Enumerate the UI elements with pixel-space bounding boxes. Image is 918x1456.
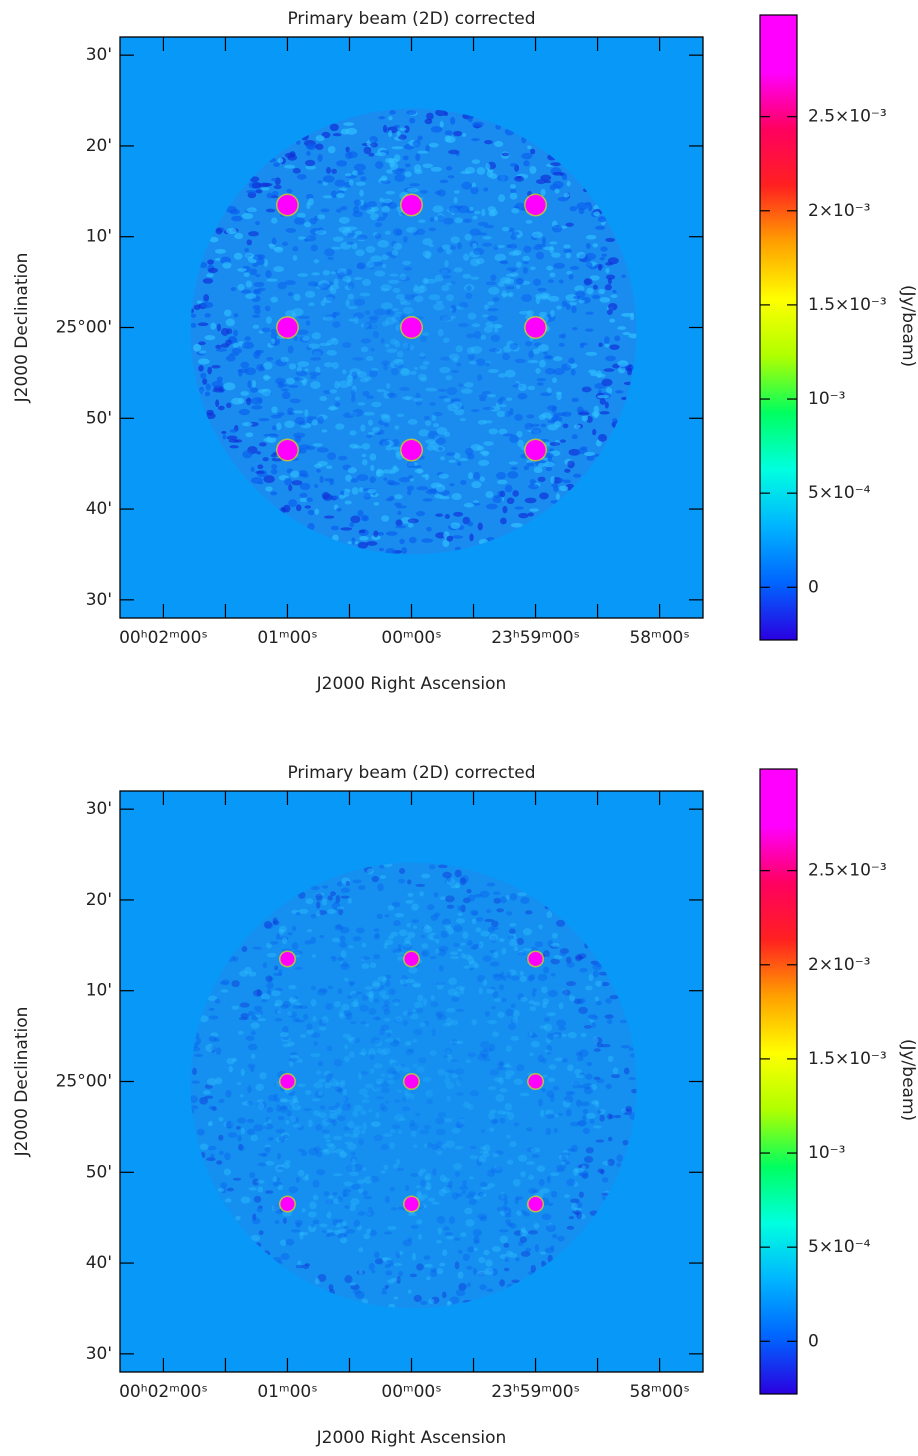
y-tick-label: 20' — [86, 136, 112, 156]
x-axis-label: J2000 Right Ascension — [316, 1428, 507, 1448]
y-tick-label: 20' — [86, 890, 112, 910]
y-tick-label: 10' — [86, 227, 112, 247]
y-tick-label: 30' — [86, 45, 112, 65]
panel: Primary beam (2D) corrected 00ʰ02ᵐ00ˢ 01ᵐ0… — [12, 763, 918, 1448]
source — [401, 317, 422, 338]
x-tick-label: 00ʰ02ᵐ00ˢ — [119, 628, 208, 648]
source — [277, 194, 298, 215]
x-tick-label: 23ʰ59ᵐ00ˢ — [491, 628, 580, 648]
colorbar-tick-label: 2.5×10⁻³ — [808, 107, 887, 127]
source — [528, 1074, 543, 1089]
source — [280, 1074, 295, 1089]
colorbar-tick-label: 1.5×10⁻³ — [808, 1049, 887, 1069]
source — [401, 440, 422, 461]
colorbar-label: (Jy/beam) — [898, 1039, 918, 1121]
colorbar-tick-label: 5×10⁻⁴ — [808, 1237, 871, 1257]
colorbar-tick-label: 0 — [808, 577, 819, 597]
colorbar-tick-label: 2×10⁻³ — [808, 201, 870, 221]
y-axis-label: J2000 Declination — [12, 253, 32, 404]
source — [277, 440, 298, 461]
colorbar-tick-label: 0 — [808, 1331, 819, 1351]
colorbar — [759, 14, 798, 641]
x-axis-label: J2000 Right Ascension — [316, 674, 507, 694]
source — [404, 951, 419, 966]
y-tick-label: 25°00' — [56, 1072, 112, 1092]
x-tick-label: 58ᵐ00ˢ — [629, 628, 689, 648]
y-tick-label: 40' — [86, 499, 112, 519]
y-tick-label: 25°00' — [56, 318, 112, 338]
y-tick-label: 40' — [86, 1253, 112, 1273]
y-tick-label: 50' — [86, 408, 112, 428]
y-axis-label: J2000 Declination — [12, 1007, 32, 1158]
y-tick-label: 10' — [86, 981, 112, 1001]
colorbar-label: (Jy/beam) — [898, 285, 918, 367]
source — [404, 1074, 419, 1089]
x-tick-label: 58ᵐ00ˢ — [629, 1382, 689, 1402]
colorbar-tick-label: 10⁻³ — [808, 1143, 845, 1163]
colorbar-tick-label: 10⁻³ — [808, 389, 845, 409]
chart-title: Primary beam (2D) corrected — [287, 9, 535, 29]
x-tick-label: 23ʰ59ᵐ00ˢ — [491, 1382, 580, 1402]
x-tick-label: 00ᵐ00ˢ — [381, 628, 441, 648]
source — [525, 440, 546, 461]
source — [525, 317, 546, 338]
x-tick-label: 00ʰ02ᵐ00ˢ — [119, 1382, 208, 1402]
source — [280, 1197, 295, 1212]
x-tick-label: 00ᵐ00ˢ — [381, 1382, 441, 1402]
colorbar-tick-label: 2.5×10⁻³ — [808, 861, 887, 881]
colorbar — [759, 768, 798, 1395]
x-tick-label: 01ᵐ00ˢ — [257, 1382, 317, 1402]
source — [401, 194, 422, 215]
chart-title: Primary beam (2D) corrected — [287, 763, 535, 783]
colorbar-tick-label: 2×10⁻³ — [808, 955, 870, 975]
source — [525, 194, 546, 215]
y-tick-label: 30' — [86, 590, 112, 610]
y-tick-label: 30' — [86, 799, 112, 819]
colorbar-tick-label: 1.5×10⁻³ — [808, 295, 887, 315]
y-tick-label: 50' — [86, 1162, 112, 1182]
colorbar-tick-label: 5×10⁻⁴ — [808, 483, 871, 503]
source — [528, 1197, 543, 1212]
source — [528, 951, 543, 966]
source — [280, 951, 295, 966]
y-tick-label: 30' — [86, 1344, 112, 1364]
panel: Primary beam (2D) corrected 00ʰ02ᵐ00ˢ 01ᵐ0… — [12, 9, 918, 694]
source — [404, 1197, 419, 1212]
x-tick-label: 01ᵐ00ˢ — [257, 628, 317, 648]
source — [277, 317, 298, 338]
